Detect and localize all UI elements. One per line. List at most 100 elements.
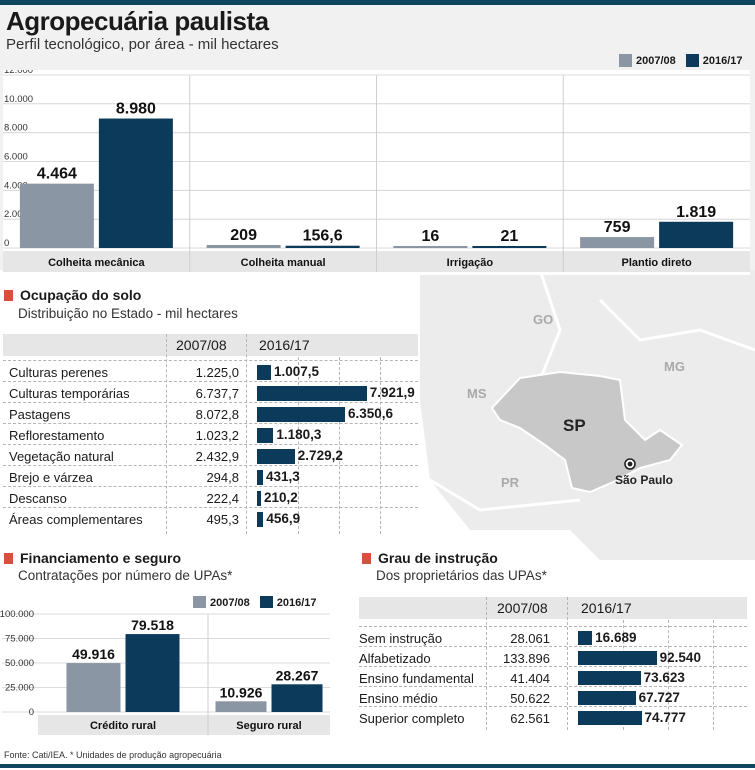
financiamento-subheading: Contratações por número de UPAs* (18, 568, 233, 583)
legend-swatch-old (619, 54, 632, 67)
y-tick-label: 0 (4, 238, 9, 249)
row-value-2007: 1.225,0 (195, 365, 239, 380)
row-label: Superior completo (359, 711, 465, 726)
column-header: 2007/08 (497, 600, 548, 616)
bar-value-label: 1.819 (676, 204, 716, 221)
row-value-2007: 62.561 (510, 711, 550, 726)
row-divider (3, 486, 418, 487)
bar (19, 183, 94, 248)
grid-line (668, 620, 669, 730)
column-separator (486, 597, 487, 730)
state-label-ms: MS (467, 386, 487, 401)
financing-chart: 0 25.000 50.000 75.000 100.000 49.916 79.518 Cr… (0, 608, 330, 736)
row-value-2016: 2.729,2 (297, 448, 343, 463)
column-header: 2016/17 (581, 600, 632, 616)
legend-swatch-new (685, 54, 699, 67)
section-marker (4, 289, 13, 301)
state-label-go: GO (533, 312, 554, 327)
legend-swatch-old (193, 596, 206, 609)
grid-line (713, 620, 714, 730)
row-label: Descanso (9, 491, 67, 506)
row-value-2007: 41.404 (510, 671, 550, 686)
bar (271, 684, 323, 712)
bar-value-label: 28.267 (276, 667, 319, 683)
ocupacao-table: 2007/08 2016/17 Culturas perenes 1.225,0 1.0… (3, 334, 418, 534)
row-bar (578, 691, 636, 705)
grid-line (298, 357, 299, 534)
row-divider (359, 626, 747, 627)
row-value-2007: 6.737,7 (195, 386, 239, 401)
y-tick-label: 75.000 (5, 634, 34, 645)
row-value-2016: 210,2 (264, 490, 298, 505)
bar (98, 118, 173, 248)
row-label: Áreas complementares (9, 512, 143, 527)
bar-value-label: 16 (421, 228, 439, 245)
row-bar (257, 470, 263, 485)
state-label-pr: PR (501, 475, 520, 490)
row-divider (3, 444, 418, 445)
row-divider (3, 507, 418, 508)
y-tick-label: 0 (29, 707, 34, 718)
row-value-2007: 2.432,9 (195, 449, 239, 464)
bar (215, 701, 267, 712)
column-separator (246, 334, 247, 534)
category-label: Colheita manual (241, 257, 326, 269)
row-label: Vegetação natural (9, 449, 114, 464)
row-label: Culturas perenes (9, 365, 108, 380)
row-value-2016: 67.727 (638, 690, 680, 705)
section-marker (362, 552, 371, 564)
bottom-rule (0, 764, 755, 768)
legend-label-new: 2016/17 (276, 596, 317, 609)
row-label: Sem instrução (359, 631, 443, 646)
legend-label-old: 2007/08 (636, 54, 676, 67)
source-note: Fonte: Cati/IEA. * Unidades de produção … (4, 750, 222, 760)
row-value-2016: 6.350,6 (347, 406, 393, 421)
row-label: Alfabetizado (359, 651, 431, 666)
row-value-2007: 1.023,2 (195, 428, 239, 443)
bar (285, 245, 360, 248)
y-tick-label: 4.000 (4, 180, 28, 191)
bar-value-label: 209 (230, 227, 257, 244)
y-tick-label: 12.000 (4, 70, 33, 76)
bar (66, 663, 121, 712)
row-label: Ensino fundamental (359, 671, 474, 686)
row-value-2007: 222,4 (206, 491, 239, 506)
page-title: Agropecuária paulista (6, 6, 269, 36)
column-separator (567, 597, 568, 730)
row-divider (359, 686, 747, 687)
column-header: 2007/08 (176, 337, 227, 353)
bar (125, 634, 180, 712)
page-subtitle: Perfil tecnológico, por área - mil hecta… (6, 36, 279, 53)
tech-profile-chart: 0 2.000 4.000 6.000 8.000 10.000 12.000 4.464 8.… (3, 70, 750, 275)
row-label: Brejo e várzea (9, 470, 93, 485)
row-value-2016: 16.689 (595, 630, 637, 645)
row-bar (257, 449, 295, 464)
row-bar (257, 407, 345, 422)
row-divider (359, 666, 747, 667)
row-value-2007: 8.072,8 (195, 407, 239, 422)
row-value-2007: 50.622 (510, 691, 550, 706)
row-label: Ensino médio (359, 691, 438, 706)
legend-label-old: 2007/08 (210, 596, 250, 609)
row-divider (3, 465, 418, 466)
legend-financiamento: 2007/08 2016/17 (193, 596, 327, 609)
city-marker-icon (624, 458, 636, 470)
y-tick-label: 50.000 (5, 658, 34, 669)
grid-line (339, 357, 340, 534)
instrucao-subheading: Dos proprietários das UPAs* (376, 568, 547, 583)
category-label: Crédito rural (90, 720, 156, 732)
row-value-2016: 92.540 (659, 650, 701, 665)
row-value-2016: 73.623 (643, 670, 685, 685)
category-label: Plantio direto (621, 257, 692, 269)
instrucao-heading-text: Grau de instrução (378, 550, 498, 566)
row-label: Pastagens (9, 407, 71, 422)
row-divider (3, 360, 418, 361)
financiamento-heading-text: Financiamento e seguro (20, 550, 182, 566)
bar-value-label: 79.518 (131, 617, 174, 633)
row-value-2007: 133.896 (503, 651, 550, 666)
ocupacao-heading: Ocupação do solo (4, 287, 141, 303)
grid-line (380, 357, 381, 534)
state-label-sp: SP (563, 416, 586, 435)
section-marker (4, 552, 13, 564)
financiamento-heading: Financiamento e seguro (4, 550, 181, 566)
